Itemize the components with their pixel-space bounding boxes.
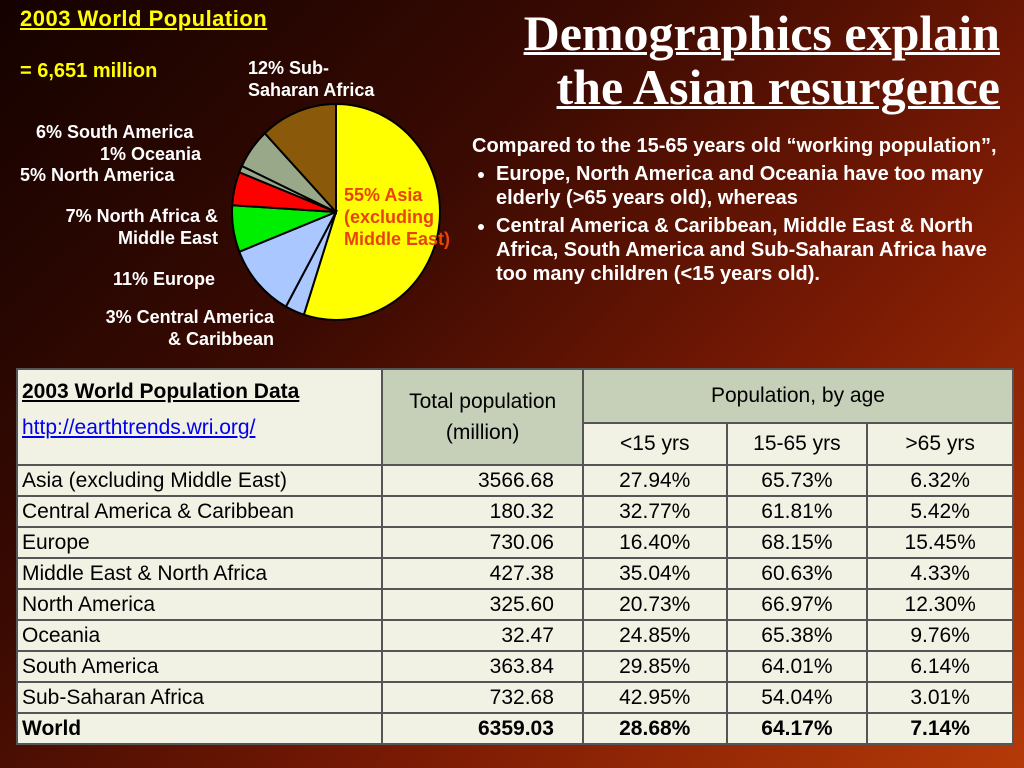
world-under-15: 28.68%: [581, 712, 728, 745]
cell-u15: 35.04%: [581, 557, 728, 590]
table-row: Europe 730.06 16.40% 68.15% 15.45%: [15, 526, 1014, 559]
cell-o65: 6.14%: [866, 650, 1014, 683]
table-row: Central America & Caribbean 180.32 32.77% 6…: [15, 495, 1014, 528]
cell-region: Central America & Caribbean: [15, 495, 384, 528]
cell-o65: 5.42%: [866, 495, 1014, 528]
page-title-line1: Demographics explain: [523, 5, 1000, 61]
cell-w: 61.81%: [725, 495, 869, 528]
description-intro: Compared to the 15-65 years old “working…: [472, 135, 997, 157]
cell-u15: 20.73%: [581, 588, 728, 621]
cell-region: Sub-Saharan Africa: [15, 681, 384, 714]
slice-label-sub-saharan-africa: 12% Sub- Saharan Africa: [248, 58, 375, 100]
table-title-cell: 2003 World Population Data http://eartht…: [15, 368, 384, 466]
cell-w: 65.73%: [725, 464, 869, 497]
cell-o65: 3.01%: [866, 681, 1014, 714]
slice-label-north-africa: 7% North Africa & Middle East: [65, 206, 218, 248]
bullet-item: Central America & Caribbean, Middle East…: [496, 214, 1012, 286]
cell-total: 730.06: [381, 526, 584, 559]
population-total: = 6,651 million: [20, 60, 158, 82]
cell-region: North America: [15, 588, 384, 621]
table-row: North America 325.60 20.73% 66.97% 12.30%: [15, 588, 1014, 621]
population-table: 2003 World Population Data http://eartht…: [15, 368, 1015, 745]
page-title: Demographics explain the Asian resurgenc…: [400, 6, 1000, 114]
cell-w: 64.01%: [725, 650, 869, 683]
table-row: South America 363.84 29.85% 64.01% 6.14%: [15, 650, 1014, 683]
slice-label-south-america: 6% South America: [36, 122, 194, 142]
col-header-under-15: <15 yrs: [581, 422, 728, 466]
world-region: World: [15, 712, 384, 745]
slice-label-central-america: 3% Central America & Caribbean: [105, 307, 274, 349]
description-bullets: Europe, North America and Oceania have t…: [472, 162, 1012, 286]
world-over-65: 7.14%: [866, 712, 1014, 745]
world-15-65: 64.17%: [725, 712, 869, 745]
col-header-15-65: 15-65 yrs: [725, 422, 869, 466]
cell-w: 65.38%: [725, 619, 869, 652]
slice-label-europe: 11% Europe: [113, 269, 216, 289]
cell-total: 732.68: [381, 681, 584, 714]
cell-total: 32.47: [381, 619, 584, 652]
cell-o65: 9.76%: [866, 619, 1014, 652]
table-row: Sub-Saharan Africa 732.68 42.95% 54.04% 3.01…: [15, 681, 1014, 714]
cell-u15: 42.95%: [581, 681, 728, 714]
cell-o65: 6.32%: [866, 464, 1014, 497]
cell-u15: 32.77%: [581, 495, 728, 528]
world-total: 6359.03: [381, 712, 584, 745]
cell-region: Europe: [15, 526, 384, 559]
page-title-line2: the Asian resurgence: [556, 59, 1000, 115]
table-row: Oceania 32.47 24.85% 65.38% 9.76%: [15, 619, 1014, 652]
cell-total: 180.32: [381, 495, 584, 528]
slice-label-north-america: 5% North America: [20, 165, 175, 185]
bullet-item: Europe, North America and Oceania have t…: [496, 162, 1012, 210]
slice-label-asia: 55% Asia (excluding Middle East): [344, 185, 451, 249]
source-link[interactable]: http://earthtrends.wri.org/: [22, 416, 256, 439]
cell-u15: 16.40%: [581, 526, 728, 559]
description: Compared to the 15-65 years old “working…: [472, 134, 1012, 290]
cell-u15: 27.94%: [581, 464, 728, 497]
population-title: 2003 World Population: [20, 6, 268, 31]
cell-u15: 24.85%: [581, 619, 728, 652]
cell-region: South America: [15, 650, 384, 683]
cell-total: 325.60: [381, 588, 584, 621]
pie-slice-7: [263, 102, 337, 215]
cell-total: 363.84: [381, 650, 584, 683]
col-header-over-65: >65 yrs: [866, 422, 1014, 466]
cell-w: 60.63%: [725, 557, 869, 590]
world-row: World 6359.03 28.68% 64.17% 7.14%: [15, 712, 1014, 745]
cell-w: 66.97%: [725, 588, 869, 621]
cell-total: 427.38: [381, 557, 584, 590]
pie-slice-0: [302, 102, 441, 321]
cell-o65: 12.30%: [866, 588, 1014, 621]
cell-w: 68.15%: [725, 526, 869, 559]
cell-region: Oceania: [15, 619, 384, 652]
cell-o65: 4.33%: [866, 557, 1014, 590]
cell-region: Middle East & North Africa: [15, 557, 384, 590]
table-row: Asia (excluding Middle East) 3566.68 27.94…: [15, 464, 1014, 497]
cell-u15: 29.85%: [581, 650, 728, 683]
table-row: Middle East & North Africa 427.38 35.04% 60…: [15, 557, 1014, 590]
cell-region: Asia (excluding Middle East): [15, 464, 384, 497]
table-title: 2003 World Population Data: [22, 380, 300, 403]
col-header-age-group: Population, by age: [581, 368, 1015, 424]
cell-w: 54.04%: [725, 681, 869, 714]
cell-total: 3566.68: [381, 464, 584, 497]
slice-label-oceania: 1% Oceania: [100, 144, 202, 164]
pie-slice-2: [238, 210, 339, 309]
col-header-total: Total population (million): [381, 368, 584, 466]
cell-o65: 15.45%: [866, 526, 1014, 559]
